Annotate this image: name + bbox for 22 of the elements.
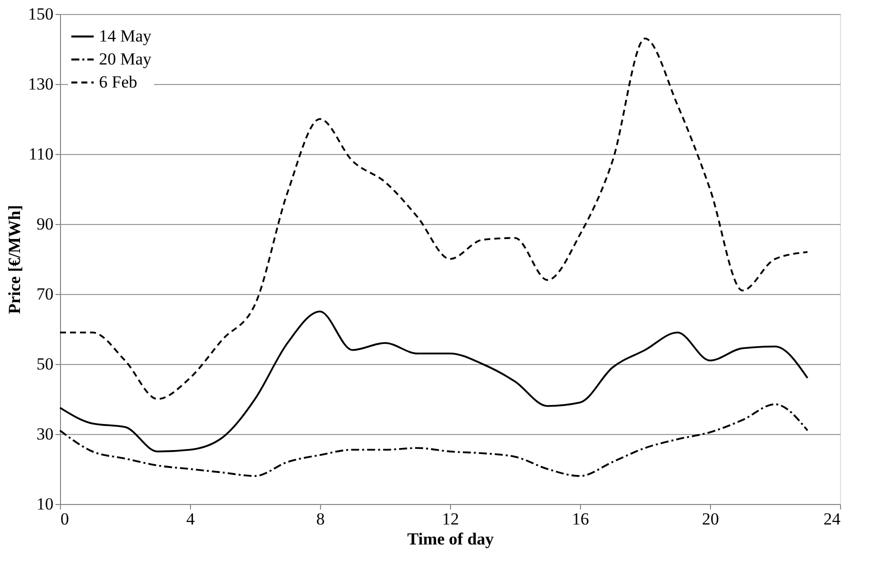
y-tick-label: 110 <box>28 144 54 164</box>
x-tick-label: 8 <box>316 510 325 528</box>
y-tick-label: 50 <box>36 354 54 374</box>
y-tick-label: 90 <box>36 214 54 234</box>
y-tick-label: 30 <box>36 424 54 444</box>
legend-label: 20 May <box>99 50 152 68</box>
y-tick-label: 70 <box>36 284 54 304</box>
y-axis-title: Price [€/MWh] <box>5 204 24 314</box>
y-tick-label: 10 <box>36 494 54 514</box>
x-tick-label: 0 <box>60 510 69 528</box>
legend-label: 6 Feb <box>99 72 138 92</box>
y-tick-label: 130 <box>28 74 54 94</box>
x-tick-label: 20 <box>702 510 719 528</box>
x-tick-label: 16 <box>572 510 589 528</box>
x-tick-label: 24 <box>824 510 841 528</box>
line-series <box>59 310 808 452</box>
x-tick-label: 4 <box>186 510 196 528</box>
y-tick-label: 150 <box>28 4 54 24</box>
line-series <box>59 403 808 477</box>
legend-label: 14 May <box>99 26 152 46</box>
x-tick-label: 12 <box>442 510 459 528</box>
x-axis-title: Time of day <box>407 530 494 548</box>
